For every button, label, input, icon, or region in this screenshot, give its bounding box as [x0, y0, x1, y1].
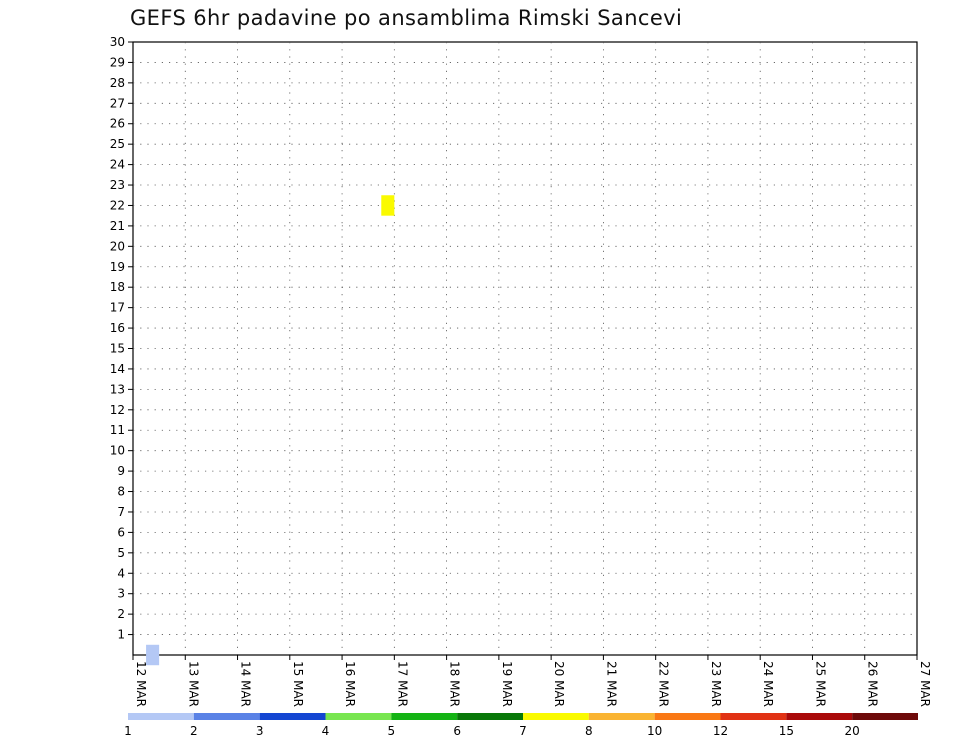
y-tick-label: 10 — [110, 444, 125, 458]
legend-swatch — [457, 713, 523, 720]
legend-label: 7 — [519, 724, 527, 738]
legend-swatch — [325, 713, 392, 720]
y-tick-label: 14 — [110, 362, 125, 376]
y-tick-label: 15 — [110, 342, 125, 356]
legend-swatch — [588, 713, 655, 720]
y-tick-label: 22 — [110, 198, 125, 212]
plot-frame — [132, 41, 918, 656]
precip-cell — [381, 195, 395, 216]
legend-swatch — [193, 713, 260, 720]
chart-title: GEFS 6hr padavine po ansamblima Rimski S… — [130, 6, 683, 30]
x-tick-label: 16 MAR — [343, 661, 357, 707]
y-tick-label: 2 — [117, 607, 125, 621]
x-tick-label: 20 MAR — [552, 661, 566, 707]
legend-label: 12 — [713, 724, 728, 738]
legend-label: 5 — [388, 724, 396, 738]
legend-swatch — [654, 713, 721, 720]
y-tick-label: 17 — [110, 301, 125, 315]
x-tick-label: 13 MAR — [186, 661, 200, 707]
legend-label: 15 — [779, 724, 794, 738]
y-tick-label: 20 — [110, 239, 125, 253]
x-tick-label: 18 MAR — [448, 661, 462, 707]
legend-swatch — [523, 713, 589, 720]
y-tick-label: 1 — [117, 628, 125, 642]
x-tick-label: 21 MAR — [604, 661, 618, 707]
legend-label: 1 — [124, 724, 132, 738]
y-tick-label: 23 — [110, 178, 125, 192]
x-tick-label: 23 MAR — [709, 661, 723, 707]
y-tick-label: 21 — [110, 219, 125, 233]
legend-label: 6 — [453, 724, 461, 738]
y-tick-label: 25 — [110, 137, 125, 151]
legend-swatch — [259, 713, 326, 720]
y-tick-label: 6 — [117, 525, 125, 539]
y-tick-label: 24 — [110, 158, 125, 172]
x-tick-label: 14 MAR — [239, 661, 253, 707]
x-tick-label: 26 MAR — [866, 661, 880, 707]
legend-label: 2 — [190, 724, 198, 738]
legend-swatch — [720, 713, 787, 720]
legend-label: 10 — [647, 724, 662, 738]
y-tick-label: 12 — [110, 403, 125, 417]
x-tick-label: 19 MAR — [500, 661, 514, 707]
y-tick-label: 11 — [110, 423, 125, 437]
y-tick-label: 4 — [117, 566, 125, 580]
x-tick-label: 24 MAR — [761, 661, 775, 707]
y-tick-label: 29 — [110, 55, 125, 69]
y-tick-label: 26 — [110, 117, 125, 131]
y-tick-label: 5 — [117, 546, 125, 560]
y-tick-label: 18 — [110, 280, 125, 294]
x-tick-label: 22 MAR — [657, 661, 671, 707]
y-tick-label: 3 — [117, 587, 125, 601]
x-tick-label: 17 MAR — [395, 661, 409, 707]
y-tick-label: 19 — [110, 260, 125, 274]
legend-swatch — [391, 713, 458, 720]
y-tick-label: 9 — [117, 464, 125, 478]
x-tick-label: 27 MAR — [918, 661, 932, 707]
y-tick-label: 28 — [110, 76, 125, 90]
legend-label: 20 — [845, 724, 860, 738]
legend-swatch — [786, 713, 853, 720]
y-tick-label: 27 — [110, 96, 125, 110]
legend-swatch — [852, 713, 918, 720]
legend-label: 4 — [322, 724, 330, 738]
y-tick-label: 8 — [117, 485, 125, 499]
y-tick-label: 16 — [110, 321, 125, 335]
x-tick-label: 25 MAR — [813, 661, 827, 707]
y-tick-label: 30 — [110, 35, 125, 49]
legend-label: 3 — [256, 724, 264, 738]
y-tick-label: 13 — [110, 382, 125, 396]
y-tick-label: 7 — [117, 505, 125, 519]
x-tick-label: 12 MAR — [134, 661, 148, 707]
legend-label: 8 — [585, 724, 593, 738]
legend-swatch — [128, 713, 194, 720]
precip-cell — [146, 644, 160, 666]
x-tick-label: 15 MAR — [291, 661, 305, 707]
